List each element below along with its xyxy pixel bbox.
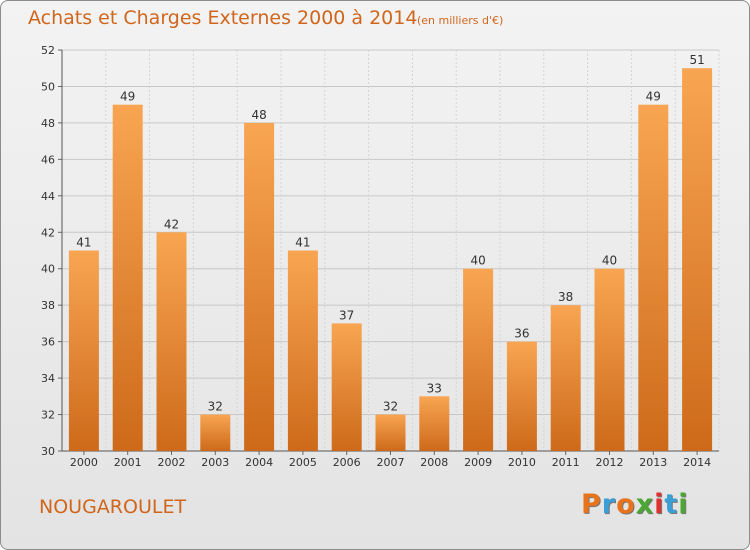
y-tick-label: 38: [41, 299, 55, 312]
data-label: 49: [120, 90, 135, 104]
y-tick-label: 40: [41, 263, 55, 276]
data-label: 41: [295, 236, 310, 250]
y-tick-label: 30: [41, 445, 55, 458]
logo-letter: i: [654, 489, 665, 520]
x-tick-label: 2004: [245, 456, 273, 469]
data-label: 42: [164, 217, 179, 231]
x-tick-label: 2002: [158, 456, 186, 469]
bar-2011: [550, 305, 581, 451]
bar-2006: [331, 323, 362, 451]
chart-title: Achats et Charges Externes 2000 à 2014: [28, 7, 418, 29]
x-tick-label: 2012: [596, 456, 624, 469]
bar-2010: [506, 341, 537, 451]
x-tick-label: 2010: [508, 456, 536, 469]
bar-2003: [200, 414, 231, 451]
axes: 30 32 34 36 38 40 42 44 46 48 50 52 2000 2001 2002 2003…: [41, 44, 719, 469]
bar-2002: [156, 232, 187, 451]
y-tick-label: 46: [41, 153, 55, 166]
y-tick-label: 50: [41, 80, 55, 93]
commune-name: NOUGAROULET: [39, 496, 187, 518]
logo-letter: P: [581, 489, 602, 520]
data-label: 40: [470, 254, 485, 268]
bar-2007: [375, 414, 406, 451]
data-label: 40: [602, 254, 617, 268]
chart-subtitle: (en milliers d'€): [417, 14, 504, 27]
data-label: 41: [76, 236, 91, 250]
data-labels: 41 49 42 32 48 41 37 32 33 40 36 38 40 49 51: [76, 53, 704, 413]
x-tick-label: 2011: [552, 456, 580, 469]
y-tick-label: 32: [41, 409, 55, 422]
bar-2005: [287, 250, 318, 451]
x-tick-label: 2001: [114, 456, 142, 469]
logo-letter: r: [601, 489, 617, 520]
x-tick-label: 2008: [420, 456, 448, 469]
x-tick-label: 2013: [639, 456, 667, 469]
data-label: 33: [427, 381, 442, 395]
x-tick-label: 2000: [70, 456, 98, 469]
data-label: 49: [646, 90, 661, 104]
bars: [68, 68, 713, 452]
logo-letter: o: [616, 489, 636, 520]
data-label: 32: [383, 400, 398, 414]
x-tick-label: 2005: [289, 456, 317, 469]
bar-2000: [68, 250, 99, 451]
logo-letter: i: [678, 489, 689, 520]
bar-2008: [419, 396, 450, 451]
y-tick-label: 34: [41, 372, 55, 385]
bar-2001: [112, 104, 143, 451]
data-label: 51: [689, 53, 704, 67]
y-tick-label: 48: [41, 117, 55, 130]
data-label: 36: [514, 327, 529, 341]
bar-2004: [244, 122, 275, 451]
logo-letter: x: [635, 489, 655, 520]
logo-letter: t: [664, 489, 679, 520]
y-tick-label: 52: [41, 44, 55, 57]
data-label: 32: [208, 400, 223, 414]
bar-2013: [638, 104, 669, 451]
x-tick-label: 2007: [377, 456, 405, 469]
data-label: 37: [339, 308, 354, 322]
bar-2009: [463, 268, 494, 451]
y-tick-label: 42: [41, 226, 55, 239]
x-tick-label: 2003: [201, 456, 229, 469]
data-label: 48: [251, 108, 266, 122]
data-label: 38: [558, 290, 573, 304]
x-tick-label: 2006: [333, 456, 361, 469]
y-tick-label: 36: [41, 336, 55, 349]
x-tick-label: 2009: [464, 456, 492, 469]
proxiti-logo[interactable]: Proxiti: [581, 489, 689, 520]
bar-2014: [682, 68, 713, 452]
y-tick-label: 44: [41, 190, 55, 203]
x-tick-label: 2014: [683, 456, 711, 469]
bar-2012: [594, 268, 625, 451]
